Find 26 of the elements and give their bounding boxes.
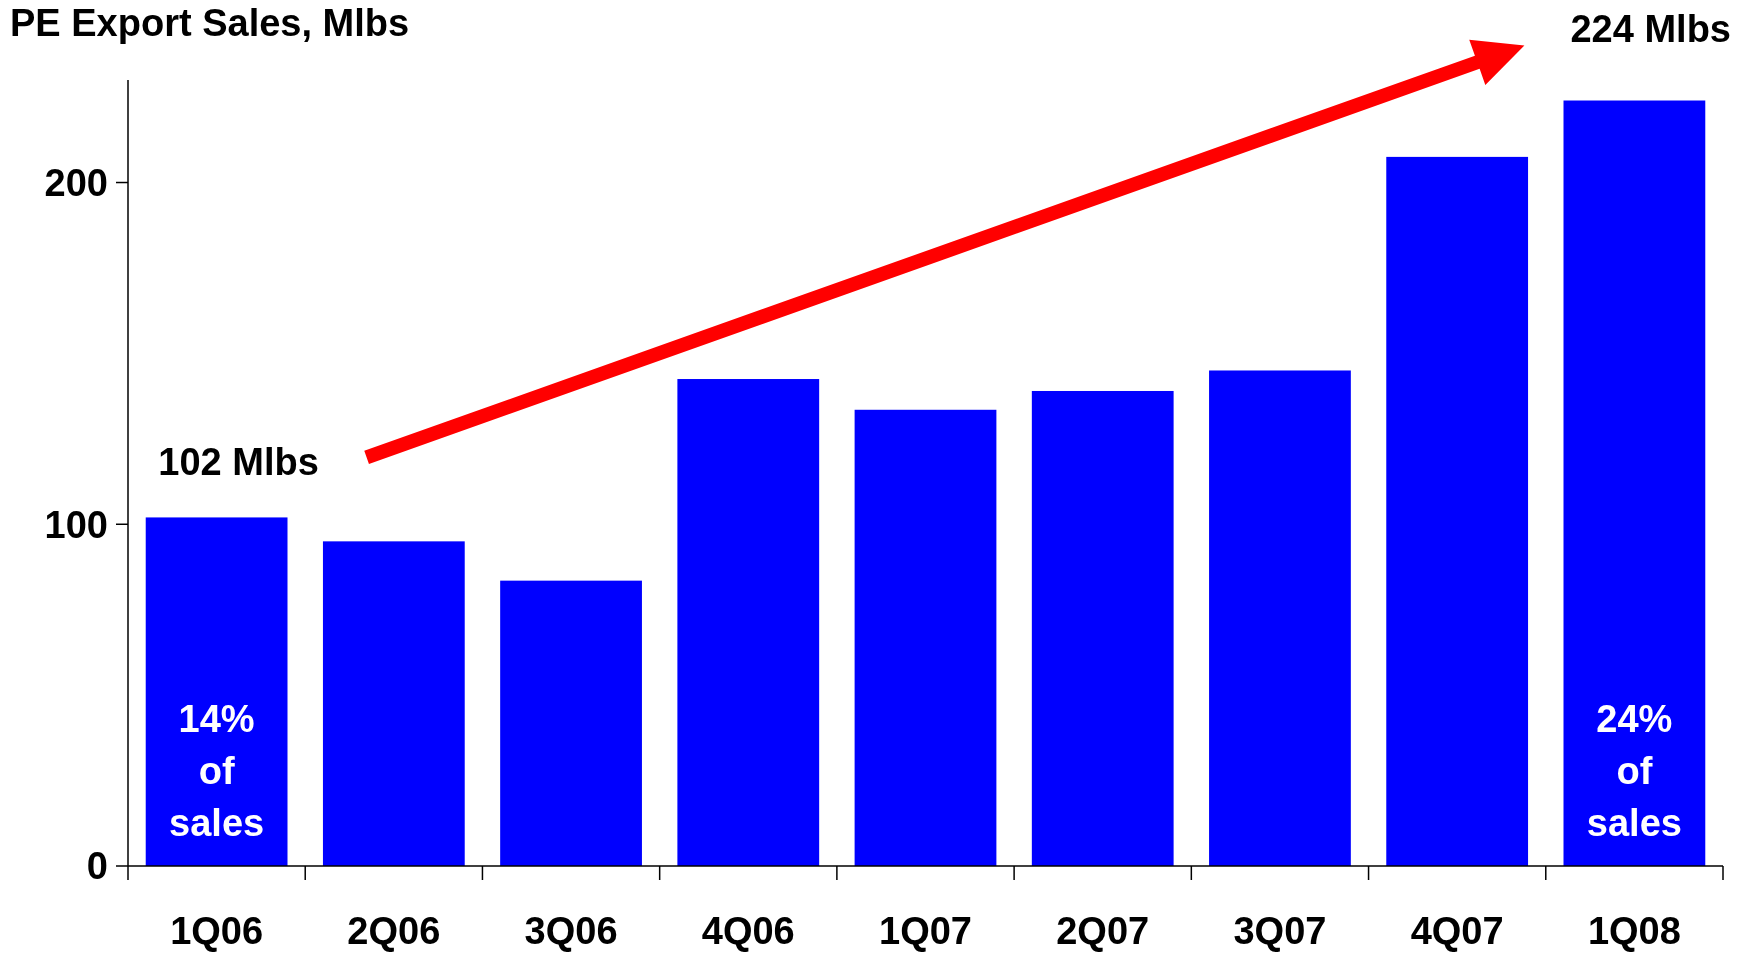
y-tick-label: 0 <box>86 845 108 888</box>
x-tick-label: 4Q06 <box>701 910 795 952</box>
annotation: 102 Mlbs <box>158 441 319 484</box>
annotation: 14% of sales <box>169 698 265 844</box>
x-tick-label: 2Q07 <box>1056 910 1150 952</box>
x-tick-label: 2Q06 <box>347 910 441 952</box>
bar <box>322 541 465 866</box>
chart-title: PE Export Sales, Mlbs <box>10 2 410 44</box>
y-tick-label: 200 <box>44 161 108 204</box>
bar <box>1031 390 1174 866</box>
annotation: 24% of sales <box>1586 698 1682 844</box>
bar <box>1209 370 1351 866</box>
x-tick-label: 3Q06 <box>524 910 618 952</box>
x-tick-label: 1Q06 <box>170 910 264 952</box>
text: 224 Mlbs <box>1570 8 1731 50</box>
bar <box>1563 100 1706 866</box>
bar <box>854 409 997 866</box>
y-tick-label: 100 <box>44 503 108 546</box>
x-tick-label: 3Q07 <box>1233 910 1327 952</box>
bar <box>500 580 642 866</box>
x-tick-label: 1Q08 <box>1587 910 1681 952</box>
bar <box>677 379 820 866</box>
bar <box>1386 156 1529 866</box>
x-tick-label: 1Q07 <box>879 910 972 952</box>
bar <box>145 517 288 866</box>
x-tick-label: 4Q07 <box>1410 910 1504 952</box>
